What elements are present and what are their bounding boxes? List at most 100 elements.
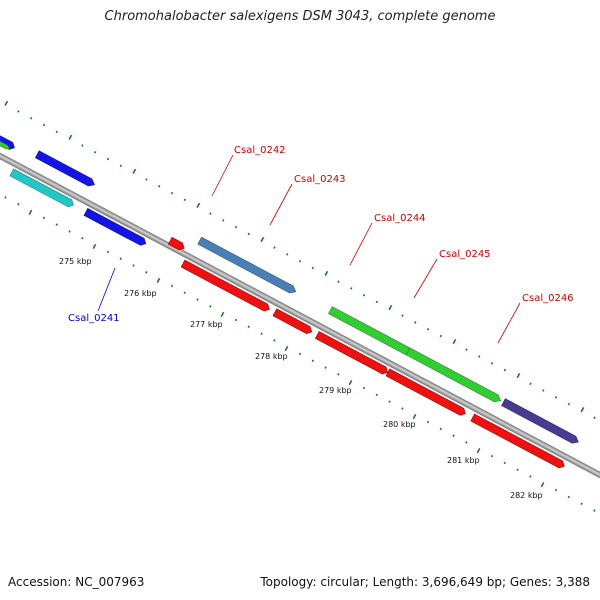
scale-tick-minor (401, 407, 404, 410)
scale-tick-minor (439, 427, 442, 431)
scale-tick-minor (465, 441, 468, 444)
gene-arrow-csal-0244[interactable] (272, 308, 314, 336)
gene-label-csal-0244[interactable]: Csal_0244 (374, 213, 426, 224)
scale-tick-minor (81, 237, 84, 240)
scale-tick-minor (17, 202, 20, 206)
scale-tick-major (196, 202, 201, 208)
scale-tick-minor (337, 280, 340, 283)
scale-tick-minor (68, 230, 71, 233)
gene-arrow[interactable] (0, 120, 16, 151)
gene-arrow-csal-0246[interactable] (405, 347, 502, 404)
gene-label-csal-0241[interactable]: Csal_0241 (68, 313, 120, 324)
scale-tick-minor (554, 396, 558, 399)
gene-label-csal-0246[interactable]: Csal_0246 (522, 293, 574, 304)
gene-arrow-csal-0242[interactable] (167, 236, 186, 252)
scale-tick-minor (465, 348, 468, 351)
scale-tick-major (260, 236, 265, 243)
scale-tick-major (580, 407, 585, 413)
leader-line-csal-0245 (413, 258, 438, 299)
scale-tick-major (540, 482, 545, 488)
scale-tick-major (92, 243, 97, 249)
scale-tick-minor (222, 219, 225, 222)
scale-tick-minor (286, 253, 289, 256)
scale-tick-minor (209, 212, 212, 215)
scale-tick-minor (106, 157, 110, 161)
leader-line-csal-0241 (97, 267, 116, 312)
gene-arrow-csal-0243[interactable] (197, 236, 298, 295)
scale-tick-minor (55, 223, 58, 226)
scale-tick-minor (503, 461, 506, 465)
scale-tick-minor (580, 502, 583, 506)
scale-tick-minor (4, 196, 7, 199)
scale-tick-minor (516, 468, 519, 471)
map-title: Chromohalobacter salexigens DSM 3043, co… (104, 9, 496, 24)
scale-tick-major (284, 345, 289, 352)
gene-arrow-csal-0240[interactable] (34, 150, 96, 189)
scale-tick-minor (350, 287, 353, 290)
accession-text: Accession: NC_007963 (8, 575, 145, 589)
scale-tick-minor (183, 198, 186, 202)
scale-label-281: 281 kbp (447, 456, 480, 465)
scale-label-280: 280 kbp (383, 420, 416, 429)
scale-label-275: 275 kbp (59, 257, 92, 266)
scale-tick-minor (426, 327, 430, 331)
gene-arrow-csal-0241[interactable] (9, 168, 76, 209)
scale-tick-minor (503, 368, 507, 372)
scale-tick-minor (298, 352, 302, 356)
scale-tick-minor (388, 400, 391, 403)
scale-tick-minor (490, 362, 494, 365)
scale-tick-minor (414, 321, 417, 324)
gene-arrow-purple[interactable] (501, 398, 580, 446)
scale-tick-minor (196, 298, 199, 301)
scale-tick-minor (439, 334, 443, 338)
genome-backbone (0, 134, 600, 497)
scale-tick-minor (298, 259, 302, 263)
gene-arrow[interactable] (314, 330, 389, 376)
scale-ticks-bottom (4, 196, 596, 512)
scale-tick-major (220, 311, 225, 318)
scale-tick-major (4, 100, 9, 106)
scale-tick-minor (478, 355, 481, 358)
scale-label-282: 282 kbp (510, 491, 543, 500)
scale-tick-minor (401, 314, 404, 317)
scale-tick-minor (567, 402, 571, 406)
scale-tick-minor (247, 232, 251, 236)
scale-ticks-top (4, 100, 596, 420)
scale-tick-minor (183, 291, 186, 294)
gene-label-csal-0242[interactable]: Csal_0242 (234, 145, 286, 156)
gene-arrow[interactable] (0, 134, 11, 150)
scale-tick-minor (554, 488, 558, 492)
scale-label-277: 277 kbp (190, 320, 223, 329)
leader-line-csal-0243 (269, 183, 293, 226)
scale-tick-minor (30, 116, 33, 120)
scale-tick-minor (94, 150, 97, 154)
scale-tick-minor (273, 339, 276, 342)
gene-arrow[interactable] (470, 413, 567, 470)
scale-tick-minor (158, 185, 161, 188)
scale-tick-minor (311, 266, 315, 270)
gene-label-csal-0243[interactable]: Csal_0243 (294, 174, 346, 185)
scale-tick-minor (362, 386, 366, 390)
scale-tick-minor (145, 271, 148, 274)
scale-tick-minor (42, 123, 46, 127)
scale-tick-minor (311, 359, 314, 363)
scale-tick-minor (106, 250, 110, 254)
scale-tick-major (132, 168, 137, 174)
scale-tick-minor (145, 178, 148, 181)
gene-label-csal-0245[interactable]: Csal_0245 (439, 249, 491, 260)
scale-tick-major (412, 414, 417, 420)
scale-label-276: 276 kbp (124, 289, 157, 298)
scale-tick-minor (490, 454, 494, 458)
gene-arrow[interactable] (385, 368, 467, 417)
scale-tick-minor (119, 164, 122, 168)
scale-tick-major (156, 277, 161, 284)
scale-tick-minor (324, 366, 327, 369)
gene-arrow[interactable] (83, 207, 148, 247)
scale-tick-major (68, 134, 73, 140)
scale-tick-major (348, 379, 353, 386)
gene-arrow[interactable] (180, 259, 271, 313)
scale-tick-major (516, 372, 521, 379)
scale-label-278: 278 kbp (255, 352, 288, 361)
scale-tick-minor (452, 434, 455, 437)
